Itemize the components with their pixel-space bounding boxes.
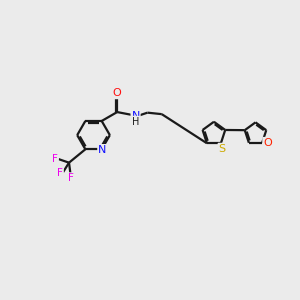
Text: F: F [68,173,74,183]
Text: O: O [263,138,272,148]
Text: N: N [131,111,140,121]
Text: F: F [52,154,58,164]
Text: N: N [98,145,106,155]
Text: H: H [132,117,139,127]
Text: S: S [218,144,226,154]
Text: O: O [113,88,122,98]
Text: F: F [57,168,63,178]
